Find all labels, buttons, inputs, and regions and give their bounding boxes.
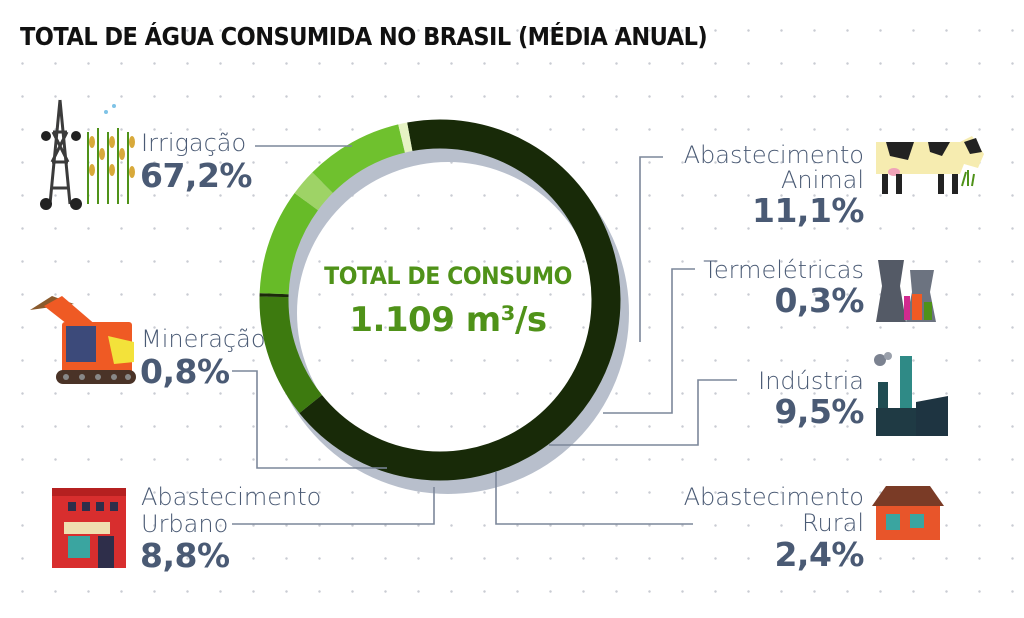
pct-mineracao: 0,8% <box>140 352 230 391</box>
label-animal-1: Abastecimento <box>683 141 864 169</box>
label-urbano-1: Abastecimento <box>141 483 322 511</box>
pct-irrigacao: 67,2% <box>140 156 253 195</box>
donut-slices <box>259 119 621 481</box>
leader-line-rural <box>495 472 693 525</box>
donut-center: TOTAL DE CONSUMO 1.109 m³/s <box>300 0 596 618</box>
rural-house-icon <box>872 486 944 540</box>
label-termo: Termelétricas <box>703 256 864 284</box>
donut-slice-minera-o <box>398 122 413 153</box>
leader-line-animal <box>639 156 663 342</box>
chart-title: TOTAL DE ÁGUA CONSUMIDA NO BRASIL (MÉDIA… <box>20 22 708 51</box>
label-industria: Indústria <box>758 367 864 395</box>
label-animal-2: Animal <box>780 166 864 194</box>
leader-line-termo <box>603 268 695 414</box>
industry-icon <box>874 352 948 436</box>
mining-excavator-icon <box>30 296 136 384</box>
leader-lines <box>232 145 737 525</box>
label-rural-2: Rural <box>801 509 864 537</box>
pct-urbano: 8,8% <box>140 536 230 575</box>
pct-rural: 2,4% <box>774 535 864 574</box>
leader-line-mineracao <box>232 370 387 469</box>
label-urbano-2: Urbano <box>141 510 229 538</box>
leader-line-urbano <box>232 487 435 525</box>
urban-building-icon <box>52 488 126 568</box>
donut-slice-irriga-o <box>299 119 621 481</box>
donut-slice-ind-stria <box>259 193 319 295</box>
total-value: 1.109 m³/s <box>349 300 547 340</box>
pct-industria: 9,5% <box>774 392 864 431</box>
thermal-plant-icon <box>876 260 936 322</box>
donut-slice-abastecimento-animal <box>259 296 323 414</box>
irrigation-icon <box>40 99 135 210</box>
pct-termo: 0,3% <box>774 281 864 320</box>
cow-icon <box>876 136 984 194</box>
donut-slice-abastecimento-rural <box>294 172 334 211</box>
label-irrigacao: Irrigação <box>141 129 247 157</box>
leader-line-industria <box>549 379 737 446</box>
pct-animal: 11,1% <box>752 191 865 230</box>
label-rural-1: Abastecimento <box>683 483 864 511</box>
label-mineracao: Mineração <box>141 325 266 353</box>
donut-slice-abastecimento-urbano <box>312 124 406 194</box>
total-label: TOTAL DE CONSUMO <box>324 262 572 290</box>
